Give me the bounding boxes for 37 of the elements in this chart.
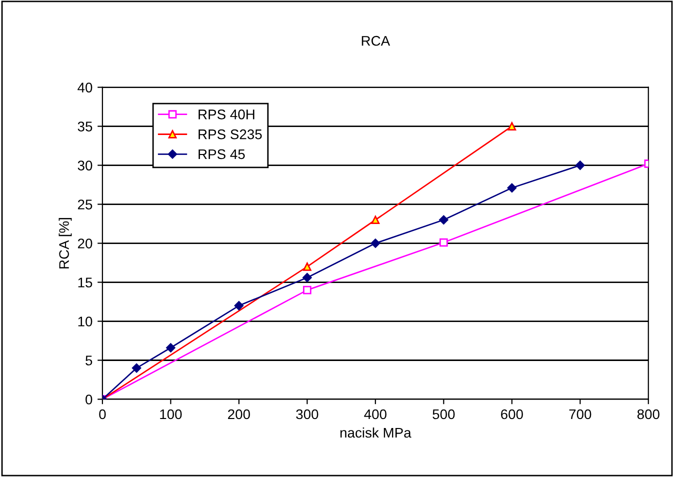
y-tick-label: 40 bbox=[78, 82, 92, 92]
point bbox=[370, 238, 380, 248]
point bbox=[439, 238, 448, 247]
x-tick-label: 800 bbox=[637, 409, 660, 420]
point bbox=[507, 183, 517, 193]
y-tick-label: 25 bbox=[78, 200, 92, 210]
chart-title: RCA bbox=[362, 36, 390, 46]
point bbox=[303, 286, 312, 294]
y-tick-label: 5 bbox=[86, 356, 92, 366]
point bbox=[508, 122, 516, 130]
legend-label: RPS S235 bbox=[198, 129, 262, 140]
x-tick-label: 400 bbox=[364, 409, 386, 420]
y-tick-label: 30 bbox=[78, 160, 92, 170]
y-tick-label: 20 bbox=[78, 238, 92, 248]
x-tick-label: 300 bbox=[296, 409, 318, 420]
point bbox=[303, 262, 312, 271]
x-tick-label: 0 bbox=[99, 409, 106, 420]
y-tick-label: 35 bbox=[78, 122, 92, 132]
y-tick-label: 0 bbox=[86, 394, 92, 404]
point bbox=[439, 215, 448, 224]
point bbox=[302, 272, 312, 282]
point bbox=[576, 160, 585, 170]
y-axis-title: RCA [%] bbox=[58, 218, 72, 268]
point bbox=[371, 216, 380, 224]
legend-label: RPS 40H bbox=[198, 110, 254, 120]
point bbox=[166, 343, 176, 352]
legend-label: RPS 45 bbox=[198, 149, 245, 160]
x-tick-label: 700 bbox=[569, 409, 592, 420]
x-tick-label: 500 bbox=[432, 409, 455, 420]
x-tick-label: 200 bbox=[228, 409, 250, 420]
point bbox=[234, 301, 244, 310]
y-tick-label: 15 bbox=[78, 278, 92, 288]
point bbox=[132, 363, 142, 373]
y-tick-label: 10 bbox=[78, 316, 92, 326]
x-tick-label: 100 bbox=[160, 409, 182, 420]
x-tick-label: 600 bbox=[501, 409, 523, 420]
x-axis-title: nacisk MPa bbox=[340, 427, 412, 438]
